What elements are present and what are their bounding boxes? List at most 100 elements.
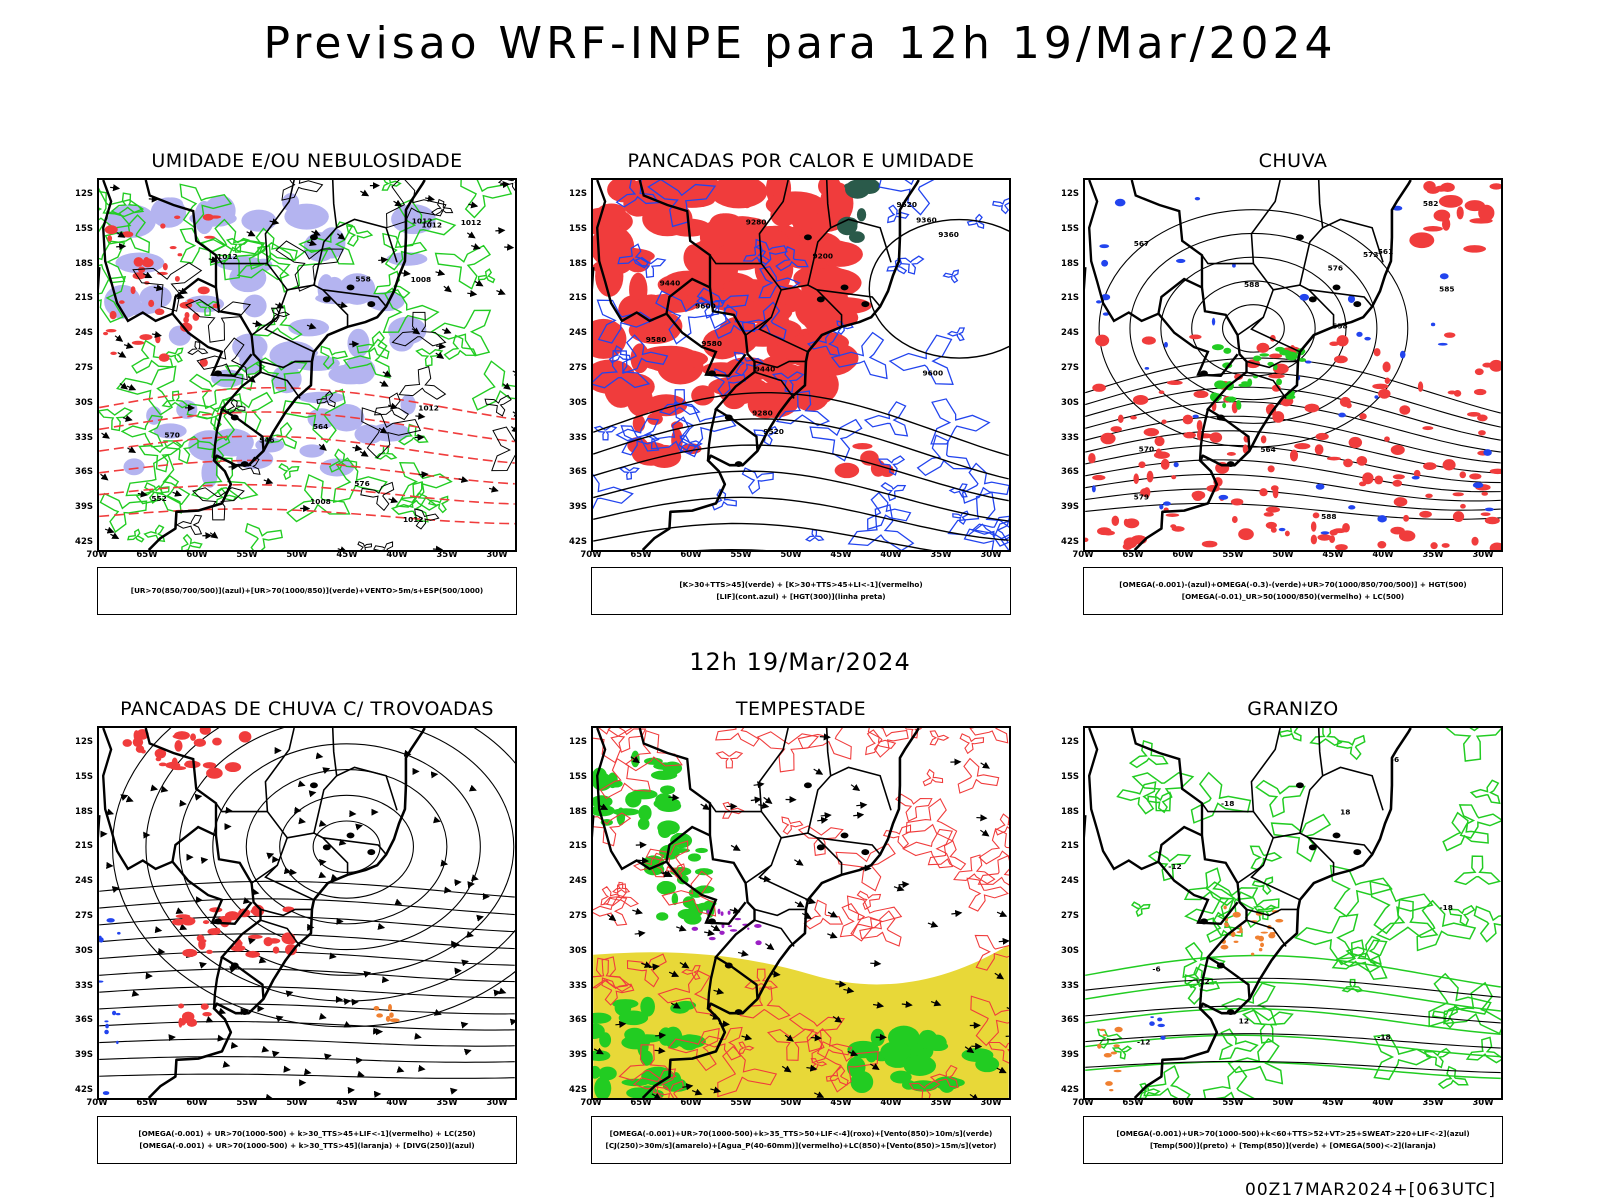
rain-area xyxy=(1482,362,1493,368)
humidity-shade xyxy=(139,285,172,309)
rain-area xyxy=(1484,516,1500,525)
green-contour xyxy=(126,528,145,543)
lat-tick-label: 12S xyxy=(569,189,587,199)
rain-area xyxy=(1312,512,1320,519)
hail-area xyxy=(1157,1023,1165,1028)
severe-storm-area xyxy=(727,925,733,928)
rain-area xyxy=(1158,390,1165,394)
precipitable-water-contour xyxy=(839,903,883,938)
rain-area xyxy=(1132,394,1149,405)
temp850-contour xyxy=(1085,954,1501,988)
wind-vector xyxy=(655,1032,667,1040)
lake-mark xyxy=(309,234,318,241)
rain-area xyxy=(1438,194,1463,208)
state-border xyxy=(781,832,843,875)
omega500-area xyxy=(1233,940,1239,943)
coastline xyxy=(593,728,920,1098)
streamline-arrow xyxy=(283,1065,291,1073)
hgt500-contour xyxy=(1222,304,1285,353)
green-contour xyxy=(248,227,298,270)
streamline-arrow xyxy=(218,1007,227,1015)
temp850-contour xyxy=(1220,982,1277,1026)
streamline-arrow xyxy=(318,871,327,879)
lif-contour xyxy=(775,390,831,427)
omega500-area xyxy=(1097,1043,1102,1049)
temp850-contour xyxy=(1335,939,1388,980)
rain-area xyxy=(1317,534,1332,541)
streamline-arrow xyxy=(315,752,324,760)
temp850-contour xyxy=(1270,813,1332,863)
legend-line: [Temp(500)](preto) + [Temp(850)](verde) … xyxy=(1150,1141,1436,1150)
lif-contour xyxy=(712,368,746,397)
contour-label: 564 xyxy=(313,422,328,431)
omega-area xyxy=(1347,295,1356,303)
lon-tick-label: 55W xyxy=(236,1098,258,1108)
lat-tick-label: 42S xyxy=(75,537,93,547)
wind850-area xyxy=(640,996,655,1017)
severe-storm-area xyxy=(719,930,725,935)
lake-mark xyxy=(724,414,733,421)
streamline-arrow xyxy=(179,923,188,931)
wind-vector xyxy=(713,987,725,995)
wind-vector xyxy=(976,814,988,822)
rain-area xyxy=(1171,526,1185,532)
wind850-area xyxy=(663,1026,683,1049)
lon-tick-label: 35W xyxy=(436,550,458,560)
omega500-area xyxy=(1102,1034,1107,1037)
wind-arrow xyxy=(151,331,162,339)
lif-contour xyxy=(896,255,925,275)
country-border xyxy=(706,408,718,461)
temp850-contour xyxy=(1369,880,1434,935)
precipitable-water-contour xyxy=(593,728,633,764)
lat-tick-label: 12S xyxy=(1061,189,1079,199)
rain-area xyxy=(1230,498,1244,506)
thunderstorm-area xyxy=(285,944,297,956)
lif-contour xyxy=(655,290,720,345)
wind850-area xyxy=(624,1027,645,1042)
thunderstorm-area xyxy=(245,950,261,958)
thunderstorm-area xyxy=(158,762,167,767)
rain-area xyxy=(1265,403,1277,416)
thunderstorm-area xyxy=(207,928,221,936)
lat-tick-label: 27S xyxy=(75,363,93,373)
lat-tick-label: 39S xyxy=(1061,1050,1079,1061)
omega-area xyxy=(1356,331,1363,337)
rain-area xyxy=(1310,534,1318,545)
humidity-shade xyxy=(284,203,329,230)
lon-tick-label: 40W xyxy=(386,550,408,560)
temp850-contour xyxy=(1130,901,1151,918)
wind-arrow xyxy=(275,301,285,309)
temp500-contour xyxy=(1085,977,1501,998)
rain-area xyxy=(1425,493,1433,498)
lat-tick-label: 21S xyxy=(75,841,93,852)
pressure-contour xyxy=(357,541,373,550)
omega-area xyxy=(1096,300,1102,304)
lat-tick-label: 15S xyxy=(75,223,93,234)
precipitable-water-contour xyxy=(929,1064,959,1088)
pressure-contour xyxy=(132,262,203,312)
hgt300-line xyxy=(868,218,1009,359)
severe-storm-area xyxy=(754,923,762,928)
state-border xyxy=(816,837,881,856)
lat-tick-label: 15S xyxy=(569,223,587,234)
panel-title-granizo: GRANIZO xyxy=(1247,698,1339,720)
lake-mark xyxy=(1332,284,1341,291)
streamline-arrow xyxy=(303,1068,312,1076)
contour-label: 570 xyxy=(1139,445,1154,454)
precipitable-water-contour xyxy=(667,1027,720,1072)
rain-area xyxy=(1315,432,1329,441)
thunderstorm-area xyxy=(178,1003,185,1009)
streamline-arrow xyxy=(363,970,372,978)
rain-area xyxy=(1102,530,1115,536)
temp850-contour xyxy=(1331,939,1380,973)
precipitable-water-contour xyxy=(908,1080,941,1098)
precipitable-water-contour xyxy=(970,995,1009,1047)
legend-line: [OMEGA(-0.001) + UR>70(1000-500) + k>30_… xyxy=(138,1129,476,1138)
precipitable-water-contour xyxy=(969,728,1009,744)
contour-label: -18 xyxy=(1377,1033,1390,1042)
wind-vector xyxy=(994,972,1005,980)
contour-label: -6 xyxy=(1152,964,1160,973)
lat-tick-label: 33S xyxy=(569,980,587,991)
lake-mark xyxy=(1308,844,1317,851)
contour-label: -18 xyxy=(1440,903,1453,912)
